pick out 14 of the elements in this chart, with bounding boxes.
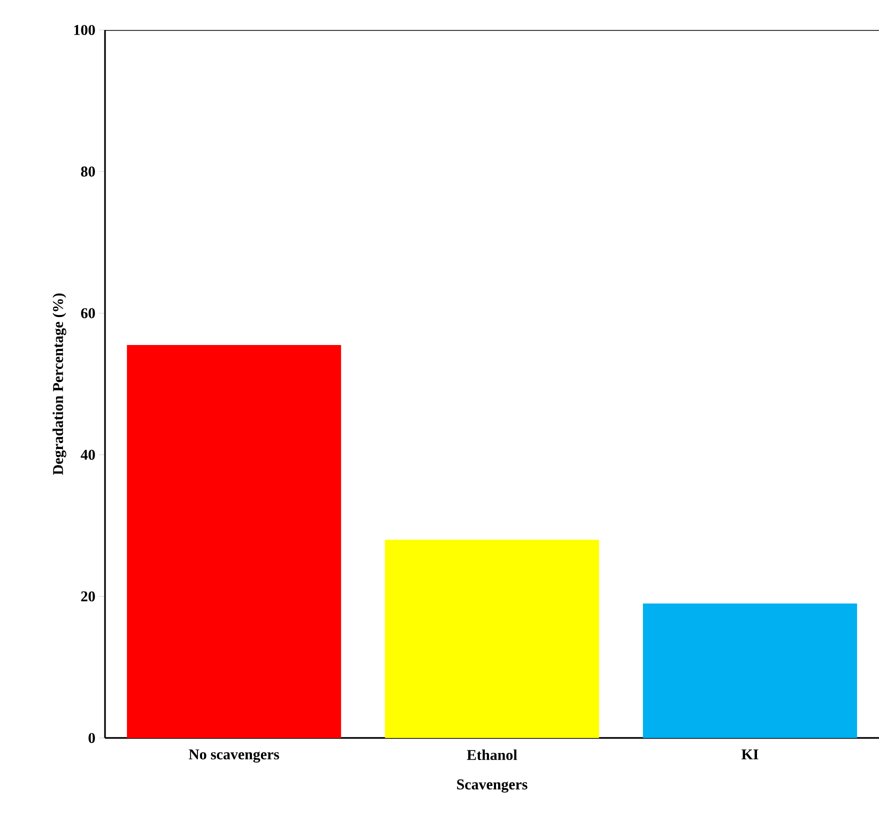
y-tick-label: 0 (88, 732, 95, 744)
x-tick-label: No scavengers (188, 750, 280, 763)
bar (126, 345, 342, 738)
x-axis-title: Scavengers (457, 779, 528, 793)
y-tick-label: 80 (81, 166, 95, 177)
x-tick-label: KI (742, 750, 758, 760)
y-axis-title: Degradation Percentage (%) (52, 293, 66, 475)
x-tick-label: Ethanol (466, 750, 518, 760)
y-tick-label: 40 (80, 450, 95, 460)
y-tick-label: 60 (81, 308, 95, 318)
bar (642, 603, 858, 738)
y-tick-label: 100 (74, 24, 95, 36)
bar (384, 540, 600, 738)
y-tick-label: 20 (81, 591, 95, 602)
